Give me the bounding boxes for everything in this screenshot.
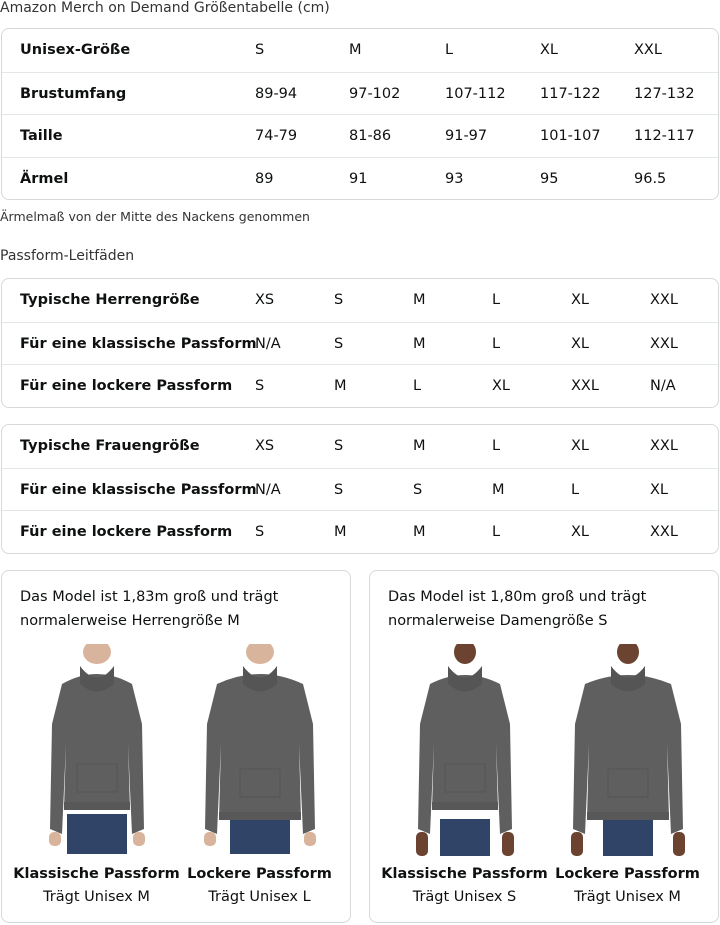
table-cell: XL bbox=[571, 292, 590, 308]
table-cell: L bbox=[492, 335, 501, 352]
table-cell: M bbox=[334, 524, 347, 540]
table-cell: 97-102 bbox=[349, 85, 401, 102]
fit-size-worn: Trägt Unisex S bbox=[412, 889, 517, 905]
table-cell: M bbox=[349, 42, 362, 58]
row-label: Für eine klassische Passform bbox=[20, 481, 257, 498]
table-cell: XL bbox=[571, 524, 590, 540]
table-cell: 91 bbox=[349, 170, 368, 187]
table-cell: 74-79 bbox=[255, 128, 298, 144]
table-cell: XXL bbox=[650, 438, 678, 454]
row-label: Taille bbox=[20, 128, 63, 144]
row-label: Unisex-Größe bbox=[20, 42, 131, 58]
fit-size-worn: Trägt Unisex M bbox=[43, 889, 150, 905]
table-cell: 91-97 bbox=[445, 128, 488, 144]
table-cell: XL bbox=[571, 438, 590, 454]
table-cell: XXL bbox=[634, 42, 662, 58]
table-cell: XS bbox=[255, 438, 275, 454]
model-photo-loose-fit bbox=[185, 640, 335, 856]
table-cell: 112-117 bbox=[634, 128, 695, 144]
size-chart-table: Unisex-Größe S M L XL XXL Brustumfang 89-94 97-1… bbox=[1, 28, 719, 200]
table-cell: 117-122 bbox=[540, 85, 601, 102]
fit-title: Lockere Passform bbox=[555, 866, 700, 882]
table-row: Für eine lockere Passform S M L XL XXL N/A bbox=[2, 364, 718, 407]
fit-title: Klassische Passform bbox=[13, 866, 180, 882]
table-cell: S bbox=[334, 438, 344, 454]
table-cell: 96.5 bbox=[634, 170, 667, 187]
table-cell: S bbox=[334, 292, 344, 308]
row-label: Für eine lockere Passform bbox=[20, 378, 233, 394]
table-cell: XXL bbox=[650, 335, 678, 352]
women-fit-table: Typische Frauengröße XS S M L XL XXL Für eine k… bbox=[1, 424, 719, 554]
table-cell: XL bbox=[571, 335, 590, 352]
table-row: Typische Frauengröße XS S M L XL XXL bbox=[2, 425, 718, 468]
model-photo-classic-fit bbox=[390, 640, 540, 859]
row-label: Für eine klassische Passform bbox=[20, 335, 257, 352]
table-cell: XXL bbox=[650, 524, 678, 540]
row-label: Für eine lockere Passform bbox=[20, 524, 233, 540]
table-cell: 127-132 bbox=[634, 85, 695, 102]
table-cell: XXL bbox=[571, 378, 599, 394]
fit-title: Klassische Passform bbox=[381, 866, 548, 882]
table-cell: L bbox=[571, 481, 580, 498]
table-row: Typische Herrengröße XS S M L XL XXL bbox=[2, 279, 718, 322]
table-cell: M bbox=[413, 438, 426, 454]
table-cell: S bbox=[255, 524, 265, 540]
men-model-card: Das Model ist 1,83m groß und trägt norma… bbox=[1, 570, 351, 923]
model-photo-loose-fit bbox=[553, 640, 703, 859]
table-cell: L bbox=[445, 42, 454, 58]
size-chart-note: Ärmelmaß von der Mitte des Nackens genom… bbox=[0, 209, 310, 224]
model-description: Das Model ist 1,80m groß und trägt norma… bbox=[388, 589, 647, 629]
table-cell: L bbox=[492, 292, 501, 308]
table-cell: 89 bbox=[255, 170, 274, 187]
table-cell: S bbox=[334, 481, 344, 498]
table-row: Taille 74-79 81-86 91-97 101-107 112-117 bbox=[2, 114, 718, 157]
fit-guide-title: Passform-Leitfäden bbox=[0, 248, 135, 264]
table-cell: L bbox=[492, 524, 501, 540]
table-cell: S bbox=[413, 481, 423, 498]
table-cell: XXL bbox=[650, 292, 678, 308]
row-label: Typische Frauengröße bbox=[20, 438, 200, 454]
table-row: Für eine klassische Passform N/A S S M L XL bbox=[2, 467, 718, 511]
size-chart-title: Amazon Merch on Demand Größentabelle (cm… bbox=[0, 0, 330, 16]
table-cell: 101-107 bbox=[540, 128, 601, 144]
fit-title: Lockere Passform bbox=[187, 866, 332, 882]
women-model-card: Das Model ist 1,80m groß und trägt norma… bbox=[369, 570, 719, 923]
table-cell: 107-112 bbox=[445, 85, 506, 102]
table-cell: S bbox=[255, 378, 265, 394]
table-cell: N/A bbox=[650, 378, 676, 394]
table-cell: M bbox=[413, 335, 426, 352]
table-cell: L bbox=[492, 438, 501, 454]
model-photo-classic-fit bbox=[22, 640, 172, 856]
table-row: Brustumfang 89-94 97-102 107-112 117-122 127-… bbox=[2, 71, 718, 115]
table-row: Ärmel 89 91 93 95 96.5 bbox=[2, 156, 718, 200]
row-label: Ärmel bbox=[20, 170, 69, 187]
table-cell: XL bbox=[540, 42, 559, 58]
model-description: Das Model ist 1,83m groß und trägt norma… bbox=[20, 589, 279, 629]
table-cell: 81-86 bbox=[349, 128, 392, 144]
table-row: Unisex-Größe S M L XL XXL bbox=[2, 29, 718, 72]
table-cell: 93 bbox=[445, 170, 464, 187]
table-row: Für eine lockere Passform S M M L XL XXL bbox=[2, 510, 718, 553]
table-cell: 89-94 bbox=[255, 85, 298, 102]
table-cell: XL bbox=[492, 378, 511, 394]
table-cell: M bbox=[413, 292, 426, 308]
table-cell: N/A bbox=[255, 481, 281, 498]
table-cell: XL bbox=[650, 481, 669, 498]
table-cell: S bbox=[255, 42, 265, 58]
table-cell: M bbox=[492, 481, 505, 498]
table-cell: 95 bbox=[540, 170, 559, 187]
table-cell: L bbox=[413, 378, 422, 394]
table-cell: N/A bbox=[255, 335, 281, 352]
men-fit-table: Typische Herrengröße XS S M L XL XXL Für eine k… bbox=[1, 278, 719, 408]
table-cell: S bbox=[334, 335, 344, 352]
table-cell: XS bbox=[255, 292, 275, 308]
fit-size-worn: Trägt Unisex M bbox=[574, 889, 681, 905]
fit-size-worn: Trägt Unisex L bbox=[208, 889, 311, 905]
table-cell: M bbox=[413, 524, 426, 540]
table-row: Für eine klassische Passform N/A S M L XL XXL bbox=[2, 321, 718, 365]
table-cell: M bbox=[334, 378, 347, 394]
row-label: Typische Herrengröße bbox=[20, 292, 200, 308]
row-label: Brustumfang bbox=[20, 85, 127, 102]
